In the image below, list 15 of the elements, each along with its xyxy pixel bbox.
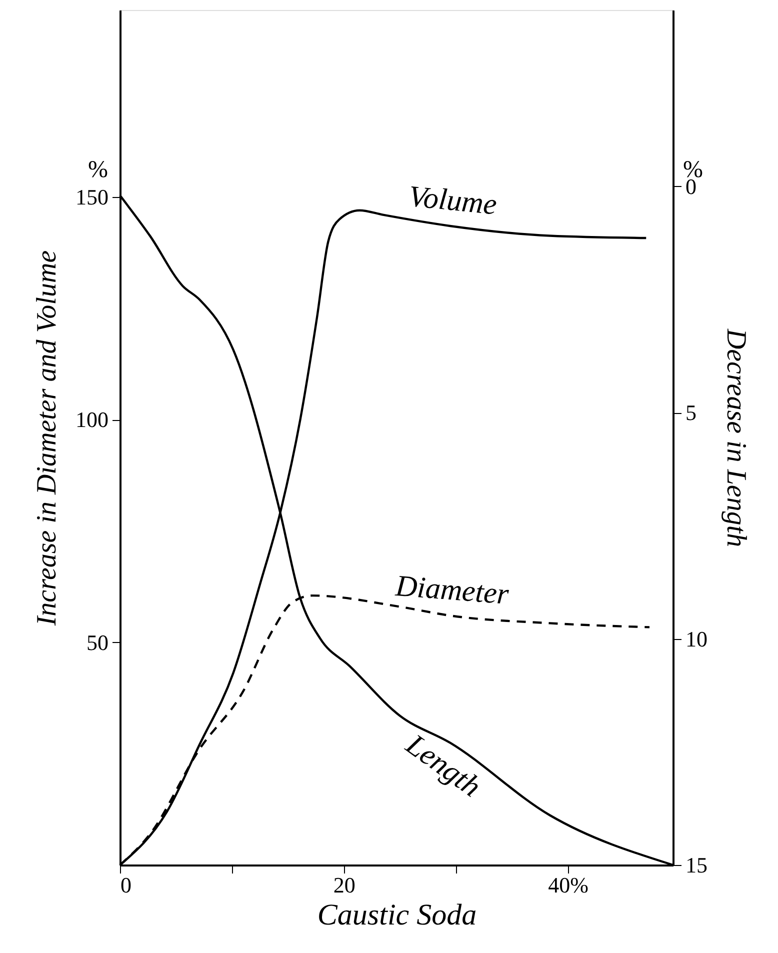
y-tick-label: 100 xyxy=(76,407,108,432)
x-tick-label: 0 xyxy=(120,872,132,898)
x-axis-title: Caustic Soda xyxy=(317,898,477,932)
y2-tick-label: 10 xyxy=(686,626,708,652)
y2-axis-title: Decrease in Length xyxy=(720,328,752,548)
text: Volume xyxy=(407,180,498,222)
y-tick-label: 50 xyxy=(86,630,108,655)
x-tick-label: 20 xyxy=(333,872,356,898)
y2-tick-label: 15 xyxy=(686,852,708,878)
series-label: Diameter xyxy=(393,569,510,611)
y-tick-label: 150 xyxy=(76,184,108,210)
y-axis-title: Increase in Diameter and Volume xyxy=(32,250,62,627)
text: % xyxy=(88,157,108,183)
y2-tick-label: 5 xyxy=(686,400,696,426)
x-tick-label: 40% xyxy=(548,872,588,898)
